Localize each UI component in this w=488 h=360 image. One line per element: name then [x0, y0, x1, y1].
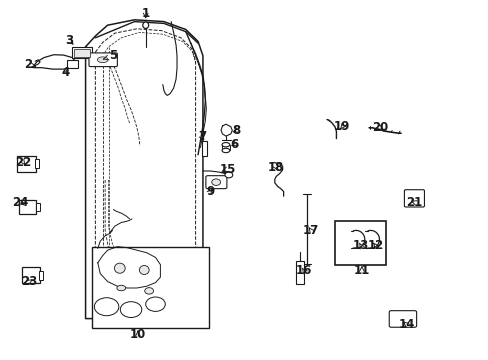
Text: 1: 1 [142, 7, 149, 20]
Ellipse shape [97, 57, 108, 63]
Ellipse shape [142, 22, 148, 28]
Circle shape [94, 298, 119, 316]
Bar [92, 247, 209, 328]
Text: 8: 8 [232, 124, 240, 137]
Ellipse shape [139, 266, 149, 274]
Bar [72, 47, 92, 58]
Text: 14: 14 [398, 318, 414, 331]
Circle shape [145, 297, 165, 311]
Text: 19: 19 [333, 120, 350, 133]
Text: 9: 9 [206, 185, 214, 198]
Text: 11: 11 [353, 264, 369, 277]
Text: 23: 23 [21, 275, 38, 288]
FancyBboxPatch shape [205, 176, 226, 189]
Bar [22, 267, 40, 283]
Text: 22: 22 [15, 156, 32, 169]
Bar [67, 60, 78, 68]
Text: 18: 18 [267, 161, 284, 174]
Circle shape [120, 302, 142, 318]
Ellipse shape [144, 288, 153, 294]
Bar [39, 271, 43, 280]
Ellipse shape [222, 143, 229, 147]
Bar [334, 221, 386, 265]
Text: 7: 7 [198, 130, 205, 143]
Ellipse shape [114, 263, 125, 273]
Bar [74, 49, 90, 57]
Bar [36, 203, 40, 211]
Circle shape [211, 179, 220, 185]
Text: 24: 24 [12, 196, 29, 209]
Text: 10: 10 [129, 328, 146, 341]
Text: 5: 5 [103, 49, 117, 62]
Ellipse shape [117, 285, 125, 291]
Text: 4: 4 [62, 66, 70, 79]
Text: 6: 6 [230, 138, 238, 150]
Text: 3: 3 [65, 34, 73, 47]
Ellipse shape [222, 148, 229, 153]
Bar [35, 159, 39, 168]
FancyBboxPatch shape [89, 53, 117, 67]
FancyBboxPatch shape [404, 190, 424, 207]
Text: 2: 2 [24, 58, 36, 71]
Bar [202, 141, 206, 156]
Text: 20: 20 [371, 121, 388, 134]
Circle shape [224, 172, 232, 178]
Bar [19, 200, 36, 214]
Text: 12: 12 [366, 239, 383, 252]
Text: 21: 21 [406, 196, 422, 209]
Bar [295, 261, 303, 284]
Text: 16: 16 [295, 264, 312, 277]
Text: 13: 13 [352, 239, 368, 252]
Text: 15: 15 [219, 163, 235, 176]
Bar [17, 156, 36, 172]
FancyBboxPatch shape [388, 311, 416, 327]
Text: 17: 17 [302, 224, 319, 237]
